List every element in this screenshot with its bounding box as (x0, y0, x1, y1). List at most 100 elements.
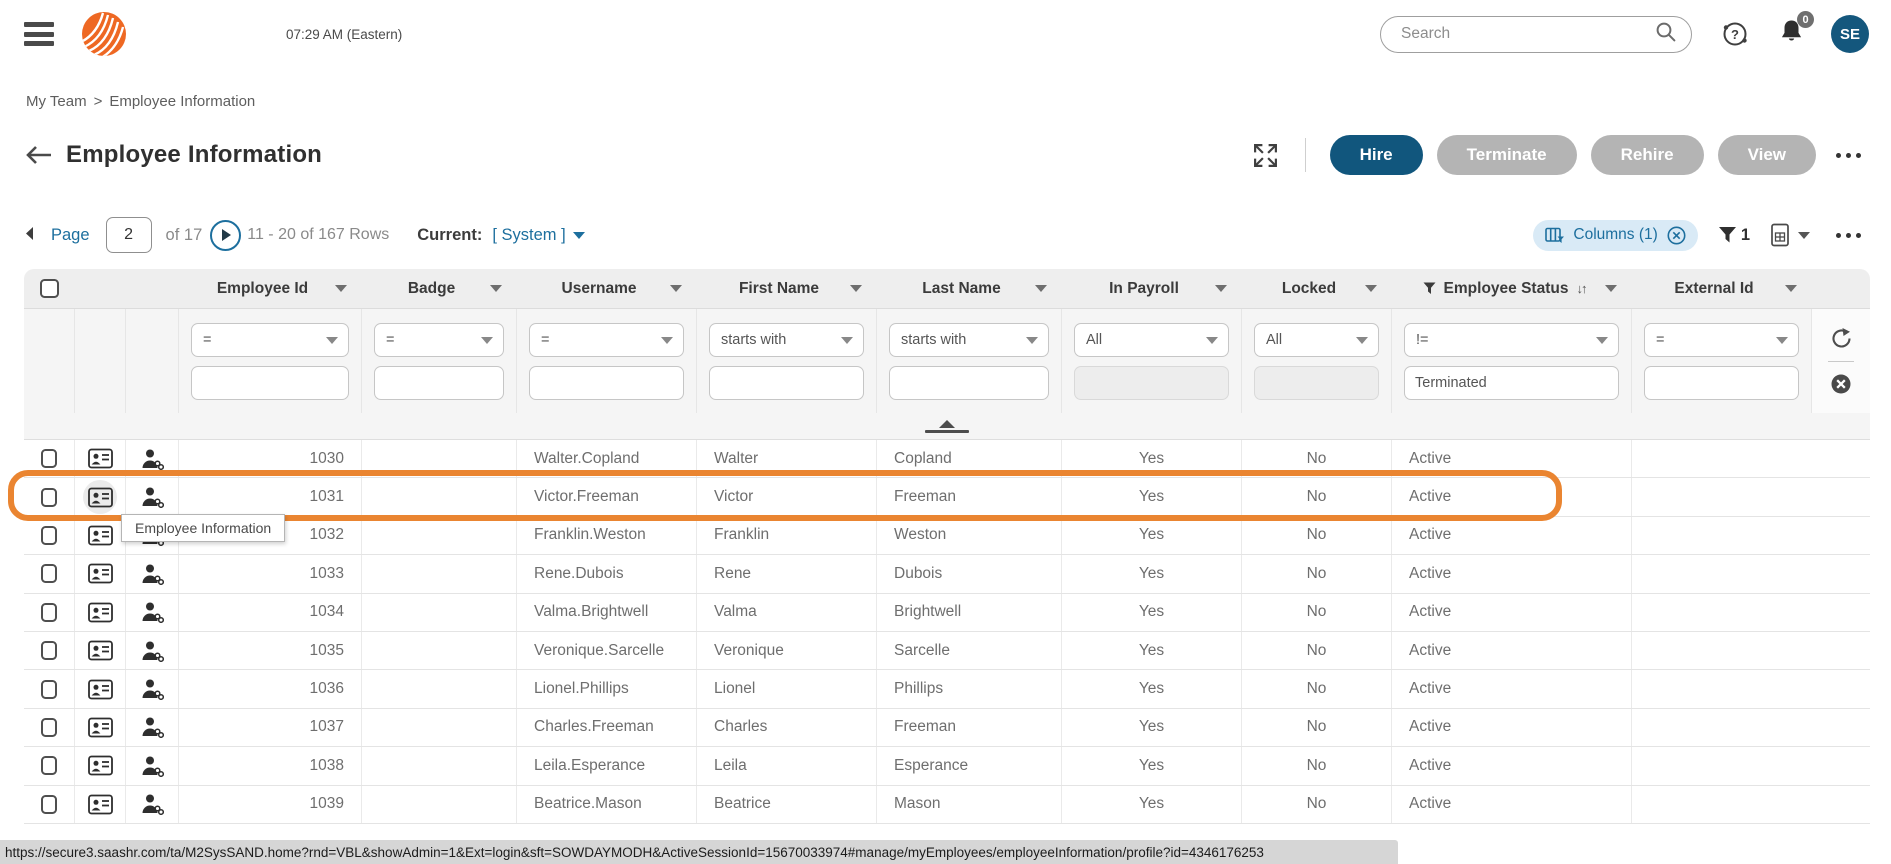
expand-fullscreen-icon[interactable] (1250, 140, 1281, 171)
user-link-icon[interactable] (135, 787, 169, 821)
row-checkbox[interactable] (41, 717, 57, 737)
clear-columns-filter-icon[interactable] (1667, 226, 1686, 245)
user-link-icon[interactable] (135, 749, 169, 783)
chevron-down-icon[interactable] (1785, 285, 1797, 292)
filter-value-employee-status[interactable] (1404, 366, 1619, 400)
user-link-icon[interactable] (135, 710, 169, 744)
user-link-icon[interactable] (135, 480, 169, 514)
row-checkbox[interactable] (41, 794, 57, 814)
clear-filters-icon[interactable] (1828, 371, 1854, 397)
current-view-selector[interactable]: [ System ] (492, 226, 585, 245)
notifications-bell[interactable]: 0 (1778, 11, 1814, 50)
employee-information-icon[interactable] (83, 480, 117, 515)
filters-button[interactable]: 1 (1718, 226, 1750, 245)
back-arrow-icon[interactable] (24, 140, 54, 170)
page-number-input[interactable] (105, 217, 152, 253)
user-link-icon[interactable] (135, 634, 169, 668)
table-row[interactable]: 1037 Charles.Freeman Charles Freeman Yes No Ac… (24, 708, 1870, 748)
user-link-icon[interactable] (135, 672, 169, 706)
filter-value-last-name[interactable] (889, 366, 1049, 400)
employee-quick-links-action[interactable] (126, 708, 179, 747)
hire-button[interactable]: Hire (1329, 135, 1423, 175)
employee-information-action[interactable] (75, 555, 126, 593)
kronos-logo[interactable] (82, 12, 126, 56)
column-header-in-payroll[interactable]: In Payroll (1062, 269, 1242, 308)
employee-information-icon[interactable] (83, 557, 117, 591)
search-input[interactable] (1399, 24, 1655, 44)
table-row[interactable]: 1034 Valma.Brightwell Valma Brightwell Yes No… (24, 593, 1870, 632)
employee-information-icon[interactable] (83, 595, 117, 629)
row-checkbox[interactable] (41, 564, 57, 584)
filter-op-first-name[interactable]: starts with (709, 323, 864, 357)
help-icon[interactable]: ? (1718, 17, 1752, 51)
employee-information-icon[interactable] (83, 672, 117, 706)
column-header-external-id[interactable]: External Id (1632, 269, 1812, 308)
column-header-employee-status[interactable]: Employee Status ↓↑ (1392, 269, 1632, 308)
select-all-checkbox[interactable] (40, 279, 59, 298)
employee-information-action[interactable] (75, 631, 126, 670)
sort-icon[interactable]: ↓↑ (1576, 281, 1587, 296)
filter-value-username[interactable] (529, 366, 684, 400)
filter-op-in-payroll[interactable]: All (1074, 323, 1229, 357)
employee-information-action[interactable] (75, 785, 126, 823)
employee-information-icon[interactable] (83, 710, 117, 744)
user-link-icon[interactable] (135, 557, 169, 591)
employee-information-icon[interactable] (83, 749, 117, 783)
filter-op-employee-status[interactable]: != (1404, 323, 1619, 357)
export-report-button[interactable] (1770, 223, 1810, 247)
row-checkbox[interactable] (41, 525, 57, 545)
chevron-down-icon[interactable] (850, 285, 862, 292)
columns-filter-chip[interactable]: Columns (1) (1533, 219, 1698, 251)
row-checkbox[interactable] (41, 756, 57, 776)
chevron-down-icon[interactable] (1215, 285, 1227, 292)
employee-information-icon[interactable] (83, 518, 117, 552)
column-header-employee-id[interactable]: Employee Id (179, 269, 362, 308)
view-button[interactable]: View (1717, 135, 1816, 175)
employee-information-icon[interactable] (83, 634, 117, 668)
next-page-button[interactable] (210, 219, 242, 251)
row-checkbox[interactable] (41, 449, 57, 469)
employee-information-action[interactable] (75, 747, 126, 785)
breadcrumb-employee-information[interactable]: Employee Information (109, 93, 256, 110)
column-header-locked[interactable]: Locked (1242, 269, 1392, 308)
chevron-down-icon[interactable] (670, 285, 682, 292)
filter-op-locked[interactable]: All (1254, 323, 1379, 357)
filter-op-last-name[interactable]: starts with (889, 323, 1049, 357)
employee-quick-links-action[interactable] (126, 593, 179, 631)
employee-information-action[interactable] (75, 516, 126, 555)
avatar[interactable]: SE (1831, 15, 1869, 53)
table-row[interactable]: 1032 Franklin.Weston Franklin Weston Yes No Ac… (24, 516, 1870, 556)
more-options-button[interactable] (1830, 227, 1867, 244)
employee-information-action[interactable] (75, 593, 126, 631)
global-search[interactable] (1380, 15, 1692, 53)
filter-op-username[interactable]: = (529, 323, 684, 357)
column-header-first-name[interactable]: First Name (697, 269, 877, 308)
table-row[interactable]: 1036 Lionel.Phillips Lionel Phillips Yes No Ac… (24, 670, 1870, 709)
filter-value-external-id[interactable] (1644, 366, 1799, 400)
filter-value-badge[interactable] (374, 366, 504, 400)
user-link-icon[interactable] (135, 595, 169, 629)
filter-op-badge[interactable]: = (374, 323, 504, 357)
breadcrumb-my-team[interactable]: My Team (26, 93, 87, 110)
row-checkbox[interactable] (41, 487, 57, 507)
chevron-down-icon[interactable] (1605, 285, 1617, 292)
collapse-filters-handle[interactable] (925, 419, 969, 433)
row-checkbox[interactable] (41, 641, 57, 661)
chevron-down-icon[interactable] (335, 285, 347, 292)
employee-information-action[interactable] (75, 440, 126, 478)
table-row[interactable]: 1030 Walter.Copland Walter Copland Yes No Acti… (24, 440, 1870, 479)
employee-information-icon[interactable] (83, 442, 117, 476)
employee-quick-links-action[interactable] (126, 670, 179, 708)
previous-page-icon[interactable] (24, 226, 35, 244)
chevron-down-icon[interactable] (1365, 285, 1377, 292)
table-row[interactable]: 1035 Veronique.Sarcelle Veronique Sarcelle Y… (24, 631, 1870, 671)
page-label[interactable]: Page (51, 225, 90, 244)
table-row[interactable]: 1031 Victor.Freeman Victor Freeman Yes No Acti… (24, 478, 1870, 517)
employee-information-action[interactable] (75, 670, 126, 708)
employee-quick-links-action[interactable] (126, 440, 179, 478)
hamburger-menu-icon[interactable] (24, 22, 54, 46)
terminate-button[interactable]: Terminate (1436, 135, 1577, 175)
employee-information-action[interactable] (75, 708, 126, 747)
column-header-badge[interactable]: Badge (362, 269, 517, 308)
employee-quick-links-action[interactable] (126, 785, 179, 823)
